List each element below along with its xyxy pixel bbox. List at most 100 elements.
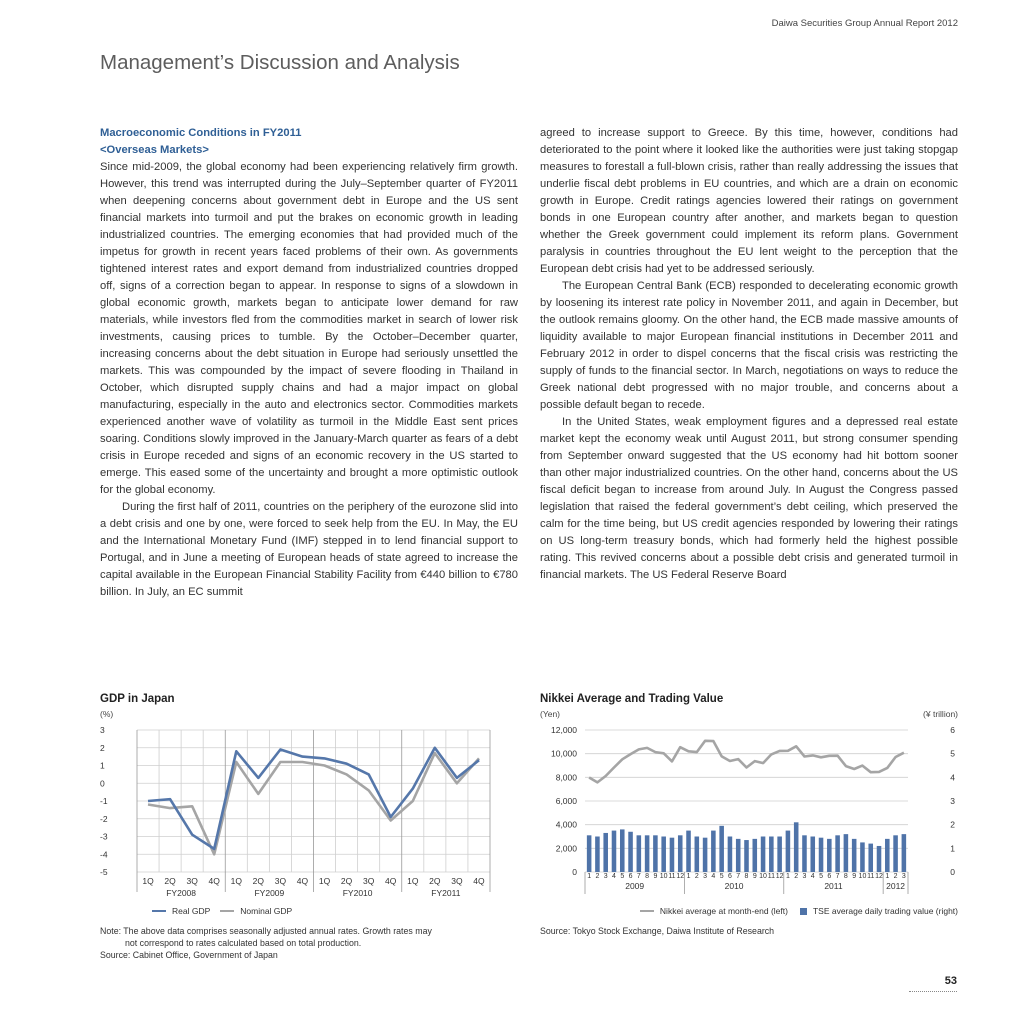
nikkei-y-unit-right: (¥ trillion) xyxy=(923,709,958,719)
x-tick-label: 4 xyxy=(711,873,715,880)
nikkei-chart: 12,000 610,000 58,000 46,000 34,000 22,000 10 0… xyxy=(551,725,955,894)
x-tick-label: 10 xyxy=(660,873,668,880)
x-tick-label: 6 xyxy=(827,873,831,880)
x-tick-label: 1 xyxy=(587,873,591,880)
x-tick-label: 8 xyxy=(745,873,749,880)
gdp-note-cont: not correspond to rates calculated based… xyxy=(125,938,362,948)
x-tick-label: 4Q xyxy=(297,876,309,886)
tse-trading-value-bar xyxy=(611,830,617,872)
y-tick-label-left: 6,000 xyxy=(556,796,578,806)
tse-trading-value-bar xyxy=(769,836,774,872)
x-tick-label: 2Q xyxy=(429,876,441,886)
x-tick-label: 1Q xyxy=(407,876,419,886)
x-tick-label: 4 xyxy=(612,873,616,880)
tse-trading-value-bar xyxy=(835,835,840,872)
x-tick-label: 2Q xyxy=(341,876,353,886)
x-group-label: FY2011 xyxy=(431,888,460,898)
tse-trading-value-bar xyxy=(851,838,857,872)
gdp-chart: 3 2 1 0 -1 -2 -3 -4 -5 1Q 2Q 3Q 4Q 1Q 2Q 3Q 4Q 1Q 2Q 3Q 4Q 1Q… xyxy=(100,725,491,898)
x-tick-label: 5 xyxy=(720,873,724,880)
x-tick-label: 7 xyxy=(637,873,641,880)
x-tick-label: 3Q xyxy=(363,876,375,886)
y-tick-label: 2 xyxy=(100,743,105,753)
y-tick-label: -4 xyxy=(100,849,108,859)
x-tick-label: 7 xyxy=(836,873,840,880)
tse-trading-value-bar xyxy=(711,830,716,872)
y-tick-label-left: 0 xyxy=(572,867,577,877)
tse-trading-value-bar xyxy=(744,840,749,872)
y-tick-label: -2 xyxy=(100,814,108,824)
tse-trading-value-bar xyxy=(868,843,874,872)
tse-trading-value-bar xyxy=(677,835,683,872)
y-tick-label-left: 12,000 xyxy=(551,725,577,735)
nikkei-average-line xyxy=(588,739,905,784)
legend-swatch-nikkei xyxy=(639,910,654,912)
tse-trading-value-bar xyxy=(628,831,633,872)
x-tick-label: 4Q xyxy=(385,876,397,886)
tse-trading-value-bar xyxy=(586,835,592,872)
x-group-label: 2010 xyxy=(725,881,744,891)
x-tick-label: 3Q xyxy=(186,876,198,886)
x-tick-label: 10 xyxy=(859,873,867,880)
x-tick-label: 8 xyxy=(645,873,649,880)
y-tick-label: -5 xyxy=(100,867,108,877)
paragraph: Since mid-2009, the global economy had b… xyxy=(100,161,518,496)
x-tick-label: 3 xyxy=(703,873,707,880)
gdp-source: Source: Cabinet Office, Government of Ja… xyxy=(100,950,278,960)
nikkei-chart-title: Nikkei Average and Trading Value xyxy=(540,693,724,705)
x-group-label: FY2009 xyxy=(254,888,284,898)
running-header: Daiwa Securities Group Annual Report 201… xyxy=(771,18,958,29)
x-tick-label: 2 xyxy=(894,873,898,880)
x-tick-label: 5 xyxy=(620,873,624,880)
y-tick-label-right: 0 xyxy=(950,867,955,877)
x-tick-label: 12 xyxy=(875,873,883,880)
tse-trading-value-bar xyxy=(827,838,832,872)
x-tick-label: 5 xyxy=(819,873,823,880)
page-number-rule xyxy=(909,991,957,992)
x-group-label: 2009 xyxy=(625,881,644,891)
series-line-real-gdp xyxy=(147,746,480,851)
section-subheading: <Overseas Markets> xyxy=(100,144,209,156)
x-tick-label: 12 xyxy=(776,873,784,880)
page-title: Management’s Discussion and Analysis xyxy=(100,51,460,74)
tse-trading-value-bar xyxy=(885,838,890,872)
x-tick-label: 11 xyxy=(867,873,874,880)
tse-trading-value-bar xyxy=(686,830,691,872)
paragraph: agreed to increase support to Greece. By… xyxy=(540,127,958,275)
tse-trading-value-bar xyxy=(793,822,799,872)
tse-trading-value-bar xyxy=(669,837,675,872)
legend-label-nikkei: Nikkei average at month-end (left) xyxy=(659,906,788,916)
x-tick-label: 1 xyxy=(885,873,889,880)
y-tick-label-left: 4,000 xyxy=(556,820,578,830)
tse-trading-value-bar xyxy=(644,835,650,872)
x-tick-label: 3 xyxy=(803,873,807,880)
tse-trading-value-bar xyxy=(802,835,807,872)
tse-trading-value-bar xyxy=(777,836,782,872)
tse-trading-value-bar xyxy=(719,825,724,872)
x-tick-label: 2 xyxy=(695,873,699,880)
x-tick-label: 1 xyxy=(786,873,790,880)
tse-trading-value-bar xyxy=(694,836,700,872)
legend-label-nominal: Nominal GDP xyxy=(240,906,293,916)
x-tick-label: 3 xyxy=(902,873,906,880)
tse-trading-value-bar xyxy=(727,836,733,872)
y-tick-label-right: 4 xyxy=(950,772,955,782)
x-group-label: 2011 xyxy=(824,881,843,891)
paragraph: The European Central Bank (ECB) responde… xyxy=(540,280,958,411)
x-tick-label: 7 xyxy=(736,873,740,880)
legend-label-tse: TSE average daily trading value (right) xyxy=(812,906,958,916)
tse-trading-value-bar xyxy=(843,834,849,872)
y-tick-label-left: 8,000 xyxy=(556,772,578,782)
nikkei-source: Source: Tokyo Stock Exchange, Daiwa Inst… xyxy=(540,926,775,936)
tse-trading-value-bar xyxy=(810,836,816,872)
series-line-nominal-gdp xyxy=(147,751,480,856)
y-tick-label-left: 2,000 xyxy=(556,843,578,853)
left-column: Macroeconomic Conditions in FY2011 <Over… xyxy=(100,125,518,601)
x-tick-label: 4 xyxy=(811,873,815,880)
tse-trading-value-bar xyxy=(603,832,608,872)
legend-label-real: Real GDP xyxy=(172,906,211,916)
x-group-label: FY2010 xyxy=(343,888,373,898)
x-tick-label: 12 xyxy=(676,873,684,880)
y-tick-label: -1 xyxy=(100,796,108,806)
x-tick-label: 1 xyxy=(687,873,691,880)
